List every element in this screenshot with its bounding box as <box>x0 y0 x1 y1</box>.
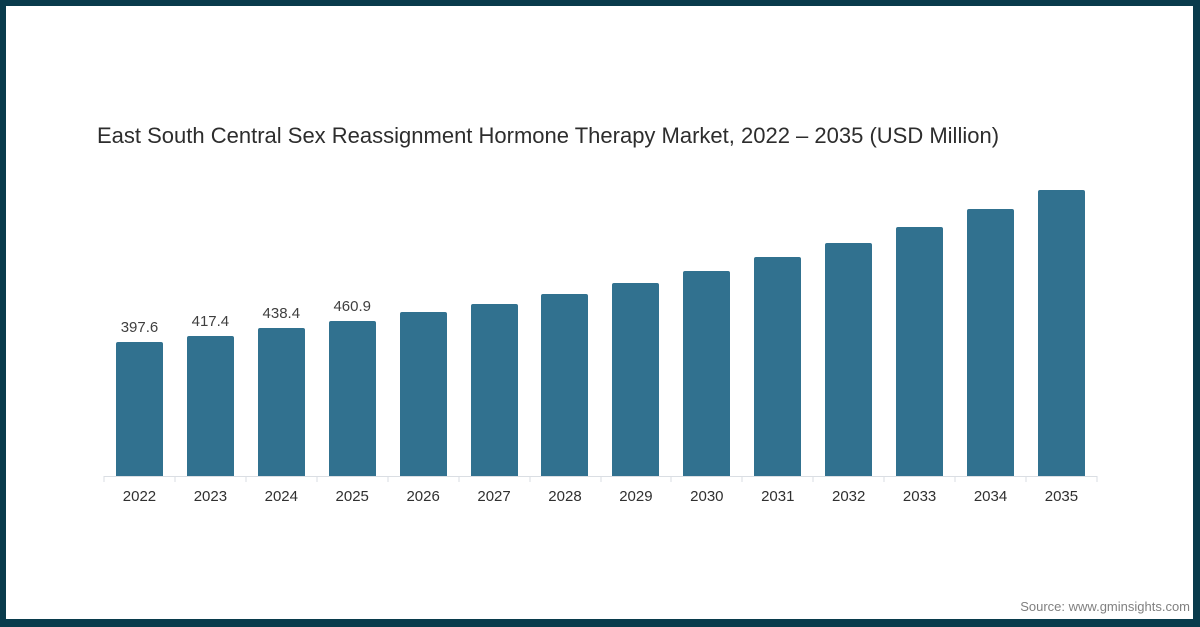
bar-slot <box>742 173 813 476</box>
bar-slot <box>530 173 601 476</box>
bar-2035 <box>1037 189 1085 476</box>
bar-slot <box>955 173 1026 476</box>
bar-2032 <box>825 242 873 476</box>
x-axis-label: 2026 <box>406 488 440 505</box>
axis-tick <box>245 476 247 482</box>
bar-value-label: 460.9 <box>333 297 371 315</box>
x-axis-label: 2032 <box>831 488 866 505</box>
bar-slot: 460.9 <box>317 173 388 476</box>
axis-tick <box>1096 476 1098 482</box>
axis-tick <box>670 476 672 482</box>
bar-2024 <box>257 328 305 476</box>
axis-tick <box>600 476 601 482</box>
x-axis-label: 2024 <box>264 488 298 505</box>
x-axis-label: 2035 <box>1044 488 1079 505</box>
x-axis-label: 2025 <box>335 488 369 505</box>
axis-tick <box>883 476 885 482</box>
bar-2031 <box>754 257 802 476</box>
x-axis-labels: 2022 2023 2024 2025 2026 2027 2028 2029 2030 2031… <box>104 488 1097 505</box>
source-credit: Source: www.gminsights.com <box>1020 599 1190 614</box>
bar-slot <box>813 173 884 476</box>
x-axis-label: 2027 <box>477 488 511 505</box>
bar-2029 <box>612 283 660 476</box>
bar-2030 <box>683 270 731 476</box>
x-axis-label: 2034 <box>973 488 1008 505</box>
x-axis-label: 2028 <box>548 488 582 505</box>
bar-slot <box>884 173 955 476</box>
bar-slot: 417.4 <box>175 173 246 476</box>
axis-tick <box>458 476 460 482</box>
bar-2023 <box>186 335 234 476</box>
axis-tick <box>529 476 531 482</box>
bar-value-label: 438.4 <box>262 305 301 323</box>
bar-slot <box>459 173 530 476</box>
x-axis-line <box>103 476 1098 482</box>
axis-tick <box>741 476 743 482</box>
axis-tick <box>387 476 389 482</box>
axis-tick <box>174 476 176 482</box>
x-axis-label: 2029 <box>619 488 653 505</box>
bar-2022 <box>115 342 163 476</box>
bar-2025 <box>328 320 376 476</box>
bar-slot <box>388 173 459 476</box>
bar-2027 <box>470 303 518 476</box>
axis-tick <box>103 476 105 482</box>
x-axis-label: 2031 <box>761 488 795 505</box>
bar-slot <box>600 173 671 476</box>
bar-chart: 397.6 417.4 438.4 460.9 <box>103 173 1098 482</box>
axis-tick <box>954 476 956 482</box>
bar-2028 <box>541 293 589 476</box>
chart-title: East South Central Sex Reassignment Horm… <box>97 123 1000 148</box>
axis-tick <box>316 476 318 482</box>
bar-slot: 397.6 <box>104 173 175 476</box>
bar-value-label: 397.6 <box>120 319 159 337</box>
x-axis-label: 2033 <box>902 488 937 505</box>
bar-2026 <box>399 312 447 476</box>
bar-slot: 438.4 <box>246 173 317 476</box>
bar-2033 <box>896 226 944 476</box>
axis-tick <box>812 476 814 482</box>
x-axis-label: 2023 <box>193 488 228 505</box>
bar-2034 <box>967 209 1015 476</box>
bars-area: 397.6 417.4 438.4 460.9 <box>104 173 1097 476</box>
axis-tick <box>1025 476 1027 482</box>
x-axis-label: 2022 <box>122 488 157 505</box>
bar-value-label: 417.4 <box>191 312 230 330</box>
bar-slot <box>1026 173 1097 476</box>
x-axis-label: 2030 <box>690 488 724 505</box>
bar-slot <box>671 173 742 476</box>
